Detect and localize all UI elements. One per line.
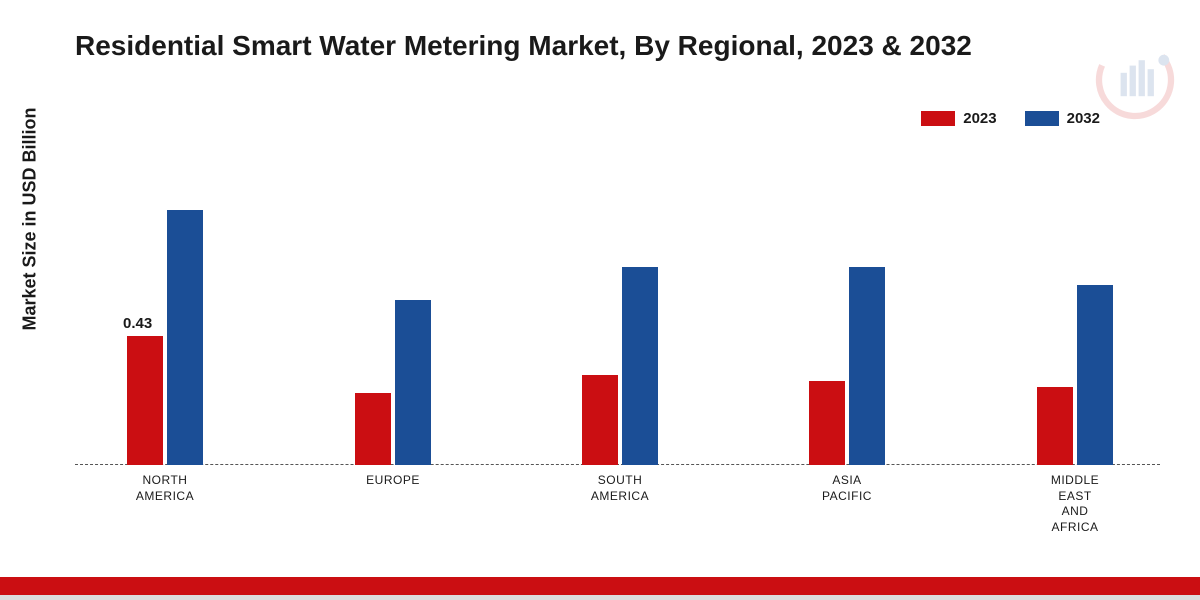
bar-2032	[622, 267, 658, 465]
bar-group: 0.43NORTHAMERICA	[105, 165, 225, 465]
bar-2032	[1077, 285, 1113, 465]
bar-2023	[355, 393, 391, 465]
value-label: 0.43	[123, 315, 152, 332]
bar-2023	[809, 381, 845, 465]
legend-label-2032: 2032	[1067, 110, 1100, 127]
watermark-logo	[1090, 35, 1180, 130]
bar-group: SOUTHAMERICA	[560, 165, 680, 465]
y-axis-label: Market Size in USD Billion	[20, 107, 41, 330]
legend: 2023 2032	[921, 110, 1100, 127]
category-label: SOUTHAMERICA	[560, 473, 680, 504]
chart-container: Residential Smart Water Metering Market,…	[0, 0, 1200, 600]
bar-2023	[127, 336, 163, 465]
legend-item-2023: 2023	[921, 110, 996, 127]
category-label: ASIAPACIFIC	[787, 473, 907, 504]
category-label: NORTHAMERICA	[105, 473, 225, 504]
category-label: MIDDLEEASTANDAFRICA	[1015, 473, 1135, 535]
bar-2032	[849, 267, 885, 465]
bar-group: EUROPE	[333, 165, 453, 465]
legend-swatch-2023	[921, 111, 955, 126]
bar-group: ASIAPACIFIC	[787, 165, 907, 465]
bar-2023	[1037, 387, 1073, 465]
category-label: EUROPE	[333, 473, 453, 489]
bar-2032	[395, 300, 431, 465]
bar-group: MIDDLEEASTANDAFRICA	[1015, 165, 1135, 465]
legend-label-2023: 2023	[963, 110, 996, 127]
legend-swatch-2032	[1025, 111, 1059, 126]
footer-thin	[0, 595, 1200, 600]
chart-title: Residential Smart Water Metering Market,…	[75, 30, 972, 62]
plot-area: 0.43NORTHAMERICA EUROPE SOUTHAMERICA ASIAPA…	[75, 165, 1160, 465]
footer-stripe	[0, 577, 1200, 595]
bar-2023	[582, 375, 618, 465]
legend-item-2032: 2032	[1025, 110, 1100, 127]
bar-2032	[167, 210, 203, 465]
